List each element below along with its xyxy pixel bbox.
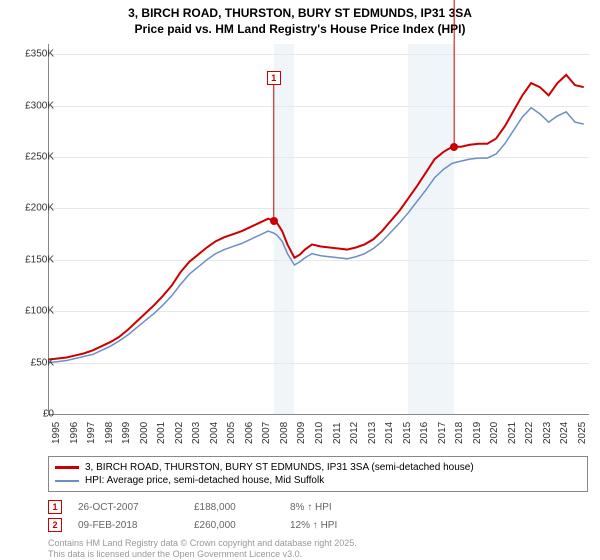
legend-row-property: 3, BIRCH ROAD, THURSTON, BURY ST EDMUNDS… [55,461,581,474]
xtick-label: 2010 [314,422,325,444]
chart-svg [49,44,589,414]
chart-container: 3, BIRCH ROAD, THURSTON, BURY ST EDMUNDS… [0,0,600,560]
marker-dot [450,143,458,151]
xtick-label: 2012 [349,422,360,444]
xtick-label: 1999 [121,422,132,444]
legend-row-hpi: HPI: Average price, semi-detached house,… [55,474,581,487]
event-num: 2 [48,518,62,532]
xtick-label: 2009 [296,422,307,444]
event-num: 1 [48,500,62,514]
xtick-label: 2007 [261,422,272,444]
xtick-label: 2001 [156,422,167,444]
xtick-label: 2022 [524,422,535,444]
event-row: 2 09-FEB-2018 £260,000 12% ↑ HPI [48,516,588,534]
legend-swatch-hpi [55,480,79,482]
ytick-label: £100K [25,306,54,317]
title-line-1: 3, BIRCH ROAD, THURSTON, BURY ST EDMUNDS… [0,6,600,22]
xtick-label: 2016 [419,422,430,444]
event-date: 26-OCT-2007 [78,502,178,513]
marker-label: 1 [267,71,281,85]
xtick-label: 2002 [174,422,185,444]
legend-area: 3, BIRCH ROAD, THURSTON, BURY ST EDMUNDS… [48,456,588,560]
event-price: £260,000 [194,520,274,531]
xtick-label: 1996 [69,422,80,444]
ytick-label: £150K [25,254,54,265]
xtick-label: 1998 [104,422,115,444]
ytick-label: £0 [43,409,54,420]
xtick-label: 2008 [279,422,290,444]
xtick-label: 2000 [139,422,150,444]
ytick-label: £350K [25,49,54,60]
xtick-label: 2017 [437,422,448,444]
event-delta: 8% ↑ HPI [290,502,332,513]
xtick-label: 2024 [559,422,570,444]
event-delta: 12% ↑ HPI [290,520,337,531]
xtick-label: 2019 [472,422,483,444]
footer: Contains HM Land Registry data © Crown c… [48,534,588,560]
xtick-label: 1995 [51,422,62,444]
chart-plot-area: 12 [48,44,589,415]
chart-title: 3, BIRCH ROAD, THURSTON, BURY ST EDMUNDS… [0,0,600,37]
xtick-label: 2013 [367,422,378,444]
series-hpi [49,108,584,363]
ytick-label: £200K [25,203,54,214]
series-property [49,75,584,360]
xtick-label: 2011 [332,422,343,444]
events-list: 1 26-OCT-2007 £188,000 8% ↑ HPI 2 09-FEB-2018… [48,498,588,534]
xtick-label: 2021 [507,422,518,444]
xtick-label: 2005 [226,422,237,444]
ytick-label: £50K [31,357,54,368]
marker-dot [270,217,278,225]
xtick-label: 1997 [86,422,97,444]
xtick-label: 2003 [191,422,202,444]
title-line-2: Price paid vs. HM Land Registry's House … [0,22,600,38]
ytick-label: £300K [25,100,54,111]
legend-label-hpi: HPI: Average price, semi-detached house,… [85,475,324,486]
xtick-label: 2018 [454,422,465,444]
xtick-label: 2020 [489,422,500,444]
legend-box: 3, BIRCH ROAD, THURSTON, BURY ST EDMUNDS… [48,456,588,492]
xtick-label: 2025 [577,422,588,444]
footer-line-2: This data is licensed under the Open Gov… [48,549,588,560]
legend-label-property: 3, BIRCH ROAD, THURSTON, BURY ST EDMUNDS… [85,462,474,473]
event-row: 1 26-OCT-2007 £188,000 8% ↑ HPI [48,498,588,516]
footer-line-1: Contains HM Land Registry data © Crown c… [48,538,588,549]
event-price: £188,000 [194,502,274,513]
ytick-label: £250K [25,152,54,163]
xtick-label: 2014 [384,422,395,444]
legend-swatch-property [55,466,79,469]
xtick-label: 2023 [542,422,553,444]
xtick-label: 2006 [244,422,255,444]
event-date: 09-FEB-2018 [78,520,178,531]
xtick-label: 2004 [209,422,220,444]
xtick-label: 2015 [402,422,413,444]
